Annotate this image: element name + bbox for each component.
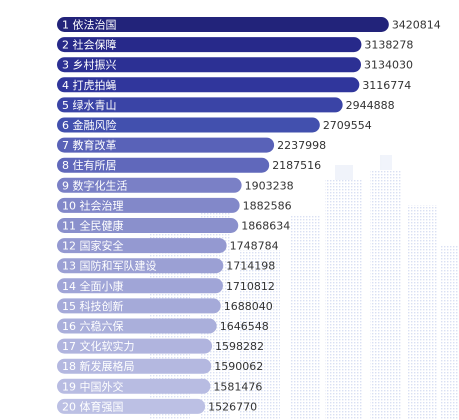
bar-14: [57, 278, 223, 294]
bar-1: [57, 17, 389, 32]
category-label-18: 18 新发展格局: [62, 359, 135, 373]
category-label-20: 20 体育强国: [62, 399, 124, 413]
bar-15: [57, 298, 221, 314]
category-label-19: 19 中国外交: [62, 379, 124, 393]
value-label-11: 1868634: [241, 220, 290, 233]
bar-16: [57, 318, 217, 334]
category-label-5: 5 绿水青山: [62, 98, 117, 112]
bar-18: [57, 358, 212, 374]
category-label-4: 4 打虎拍蝇: [62, 78, 117, 92]
bar-10: [57, 197, 240, 213]
category-label-16: 16 六稳六保: [62, 319, 124, 333]
value-label-20: 1526770: [208, 400, 257, 413]
category-label-8: 8 住有所居: [62, 158, 117, 172]
category-label-1: 1 依法治国: [62, 18, 117, 32]
value-label-15: 1688040: [224, 300, 273, 313]
category-label-2: 2 社会保障: [62, 38, 117, 52]
bar-11: [57, 218, 239, 233]
bar-20: [57, 398, 206, 414]
category-label-10: 10 社会治理: [62, 198, 124, 212]
value-label-18: 1590062: [214, 360, 263, 373]
value-label-19: 1581476: [213, 380, 262, 393]
value-label-12: 1748784: [230, 240, 279, 253]
value-label-2: 3138278: [364, 39, 413, 52]
value-label-13: 1714198: [226, 260, 275, 273]
value-label-9: 1903238: [245, 179, 294, 192]
category-label-17: 17 文化软实力: [62, 339, 135, 353]
category-label-13: 13 国防和军队建设: [62, 259, 157, 273]
value-label-17: 1598282: [215, 340, 264, 353]
value-label-16: 1646548: [220, 320, 269, 333]
value-label-4: 3116774: [362, 79, 411, 92]
category-label-7: 7 教育改革: [62, 138, 117, 152]
bar-5: [57, 97, 343, 113]
value-label-7: 2237998: [277, 139, 326, 152]
bar-8: [57, 157, 270, 173]
bar-17: [57, 338, 213, 354]
value-label-5: 2944888: [346, 99, 395, 112]
bar-6: [57, 117, 320, 133]
bar-13: [57, 258, 224, 274]
value-label-10: 1882586: [243, 199, 292, 212]
bar-7: [57, 137, 275, 153]
bar-4: [57, 77, 360, 93]
value-label-8: 2187516: [272, 159, 321, 172]
category-label-6: 6 金融风险: [62, 118, 117, 132]
value-label-3: 3134030: [364, 59, 413, 72]
category-label-3: 3 乡村振兴: [62, 58, 117, 72]
bar-12: [57, 238, 227, 254]
bar-9: [57, 177, 242, 193]
bar-2: [57, 37, 362, 53]
category-label-11: 11 全民健康: [62, 219, 124, 233]
value-label-1: 3420814: [392, 19, 441, 32]
category-label-15: 15 科技创新: [62, 299, 124, 313]
value-label-14: 1710812: [226, 280, 275, 293]
category-label-9: 9 数字化生活: [62, 178, 128, 192]
bar-19: [57, 378, 211, 394]
category-label-14: 14 全面小康: [62, 279, 124, 293]
category-label-12: 12 国家安全: [62, 239, 124, 253]
bar-3: [57, 57, 362, 73]
value-label-6: 2709554: [323, 119, 372, 132]
